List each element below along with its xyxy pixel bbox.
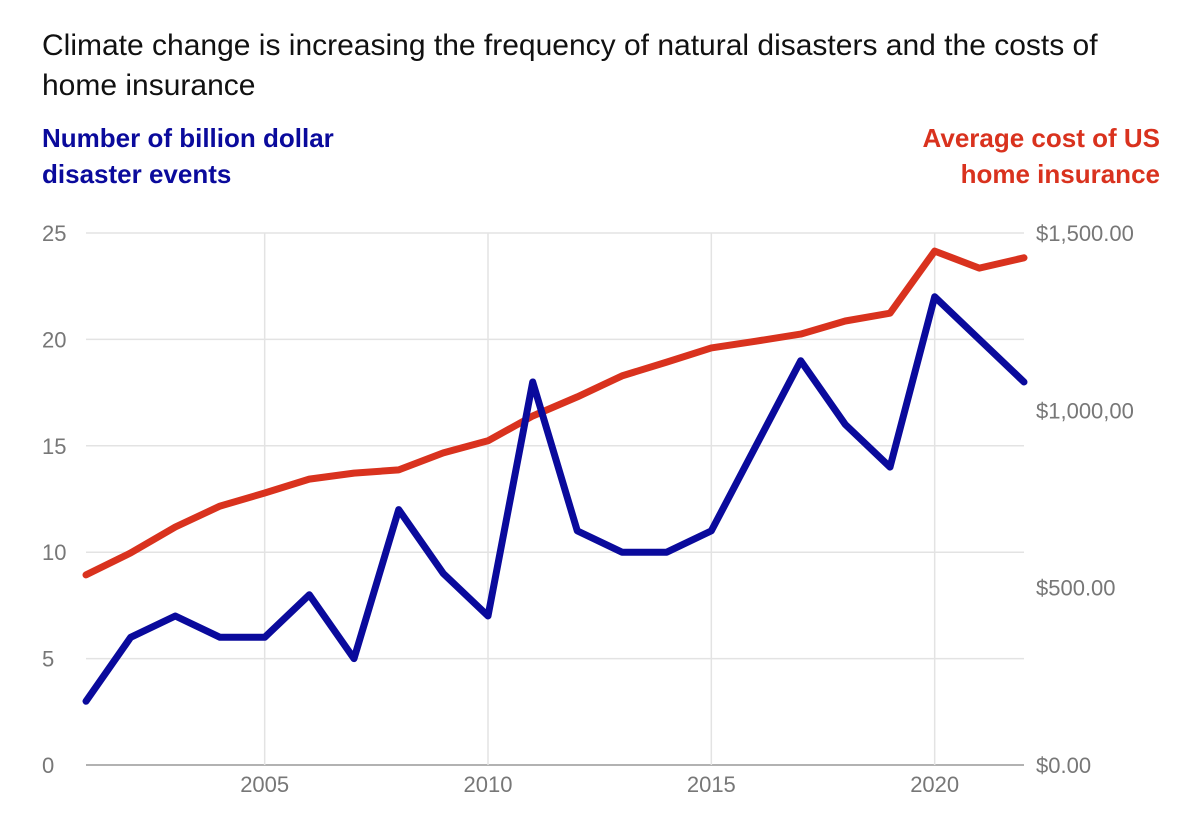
left-axis-title: Number of billion dollar disaster events: [42, 123, 334, 189]
right-tick-label: $500.00: [1036, 576, 1116, 601]
x-tick-label: 2005: [240, 772, 289, 797]
left-tick-label: 25: [42, 221, 66, 246]
x-tick-label: 2010: [464, 772, 513, 797]
left-tick-label: 0: [42, 753, 54, 778]
right-tick-label: $1,000,00: [1036, 398, 1134, 423]
right-tick-label: $0.00: [1036, 753, 1091, 778]
right-axis-title: Average cost of US home insurance: [922, 123, 1160, 189]
left-tick-label: 10: [42, 540, 66, 565]
left-tick-label: 5: [42, 647, 54, 672]
insurance-cost-line: [82, 247, 1028, 579]
left-tick-label: 20: [42, 327, 66, 352]
left-tick-label: 15: [42, 434, 66, 459]
right-tick-label: $1,500.00: [1036, 221, 1134, 246]
disaster-events-line: [82, 293, 1028, 705]
x-tick-label: 2015: [687, 772, 736, 797]
chart-title: Climate change is increasing the frequen…: [42, 29, 1098, 102]
x-tick-label: 2020: [910, 772, 959, 797]
